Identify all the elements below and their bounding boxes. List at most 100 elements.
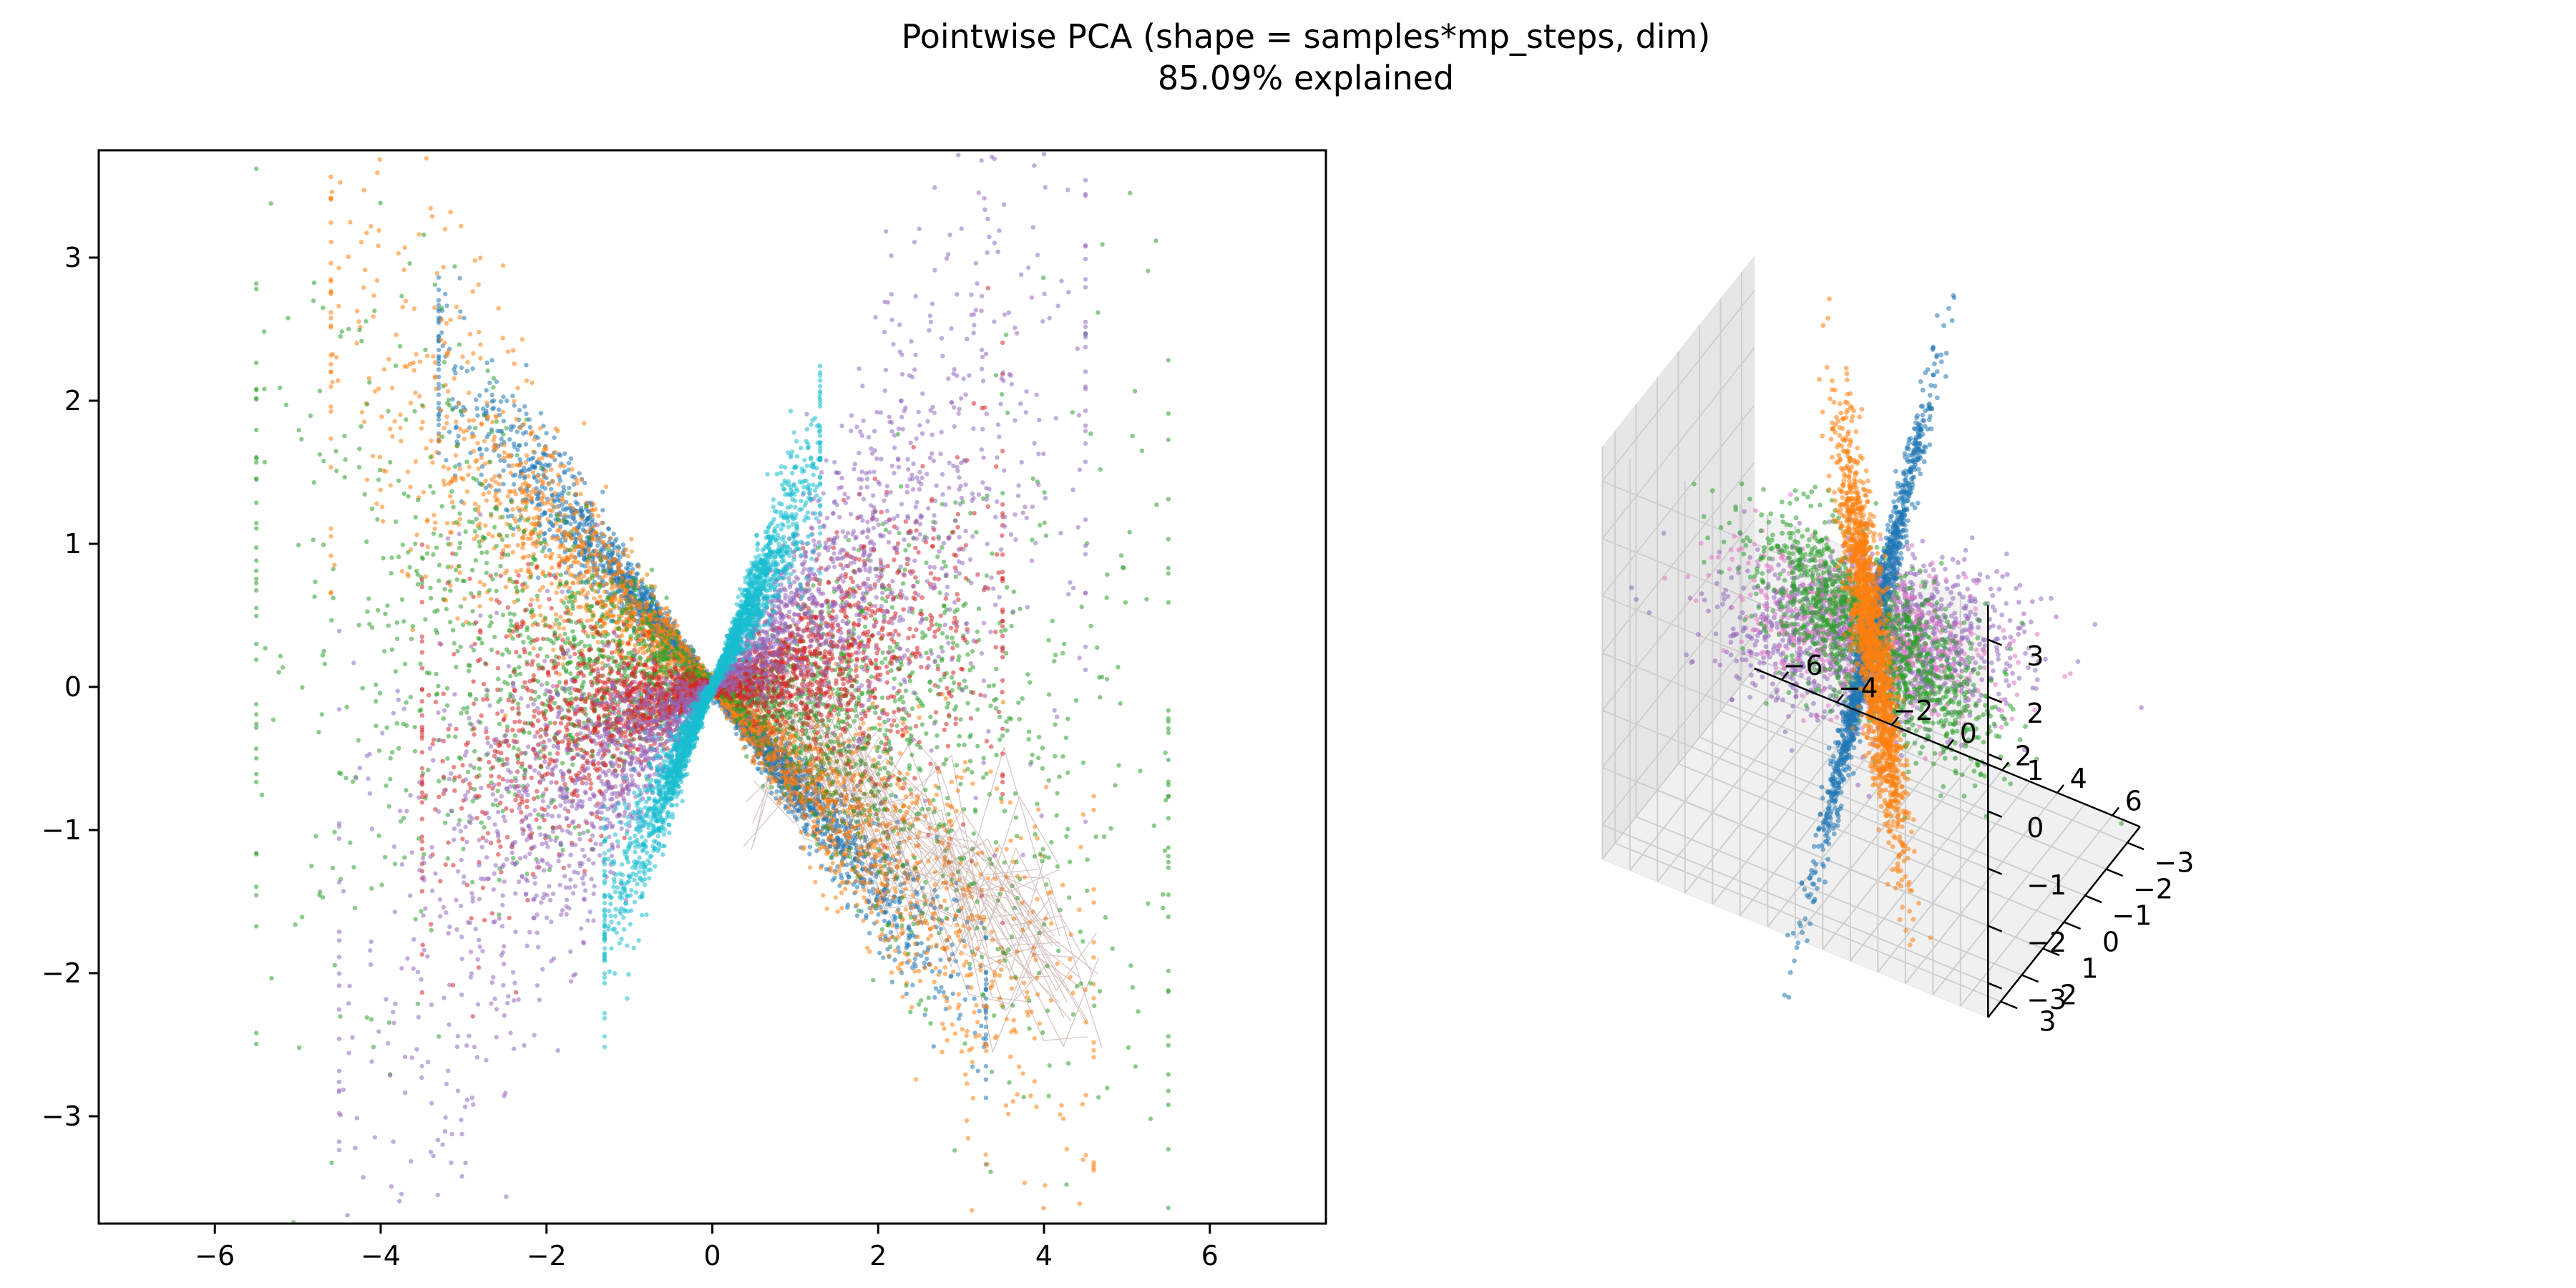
point	[489, 597, 494, 602]
point	[1025, 990, 1030, 995]
point	[1022, 980, 1027, 986]
point	[933, 965, 938, 971]
point	[543, 554, 548, 559]
point	[857, 845, 862, 851]
point	[881, 955, 886, 960]
point	[445, 389, 451, 394]
point	[537, 604, 542, 610]
point	[535, 514, 540, 519]
point	[558, 615, 563, 620]
point	[524, 378, 530, 383]
point	[628, 570, 633, 576]
point	[567, 572, 573, 577]
point	[464, 369, 470, 374]
point	[380, 519, 386, 524]
point	[912, 956, 918, 962]
point	[931, 1044, 937, 1049]
point	[587, 565, 592, 570]
point	[514, 569, 519, 574]
point	[581, 522, 586, 527]
point	[458, 309, 463, 314]
figure-title: Pointwise PCA (shape = samples*mp_steps,…	[0, 16, 2576, 99]
point	[983, 1064, 989, 1069]
point	[983, 1015, 989, 1020]
point	[436, 347, 441, 353]
point	[562, 512, 567, 518]
point	[462, 501, 467, 506]
point	[549, 467, 554, 472]
point	[567, 485, 572, 491]
point	[922, 960, 927, 965]
point	[994, 786, 1000, 791]
point	[380, 504, 385, 509]
point	[491, 438, 496, 443]
point	[1078, 844, 1083, 849]
point	[425, 353, 430, 358]
point	[474, 406, 479, 411]
point	[948, 974, 954, 979]
point	[470, 366, 475, 371]
point	[425, 517, 430, 522]
point	[956, 992, 961, 997]
point	[436, 275, 441, 280]
point	[457, 467, 462, 472]
point	[444, 303, 449, 308]
point	[983, 1152, 988, 1157]
point	[417, 394, 422, 399]
point	[833, 870, 838, 876]
point	[402, 245, 407, 250]
point	[609, 575, 614, 580]
point	[465, 359, 470, 365]
point	[431, 512, 436, 518]
point	[835, 909, 840, 914]
point	[500, 336, 505, 341]
point	[543, 462, 548, 467]
point	[336, 378, 341, 383]
point	[585, 590, 590, 595]
point	[579, 551, 584, 557]
point	[364, 477, 370, 482]
point	[361, 187, 366, 192]
point	[565, 506, 570, 511]
point	[334, 355, 339, 360]
point	[459, 223, 464, 229]
point	[619, 633, 625, 638]
point	[444, 351, 450, 356]
point	[833, 895, 839, 900]
point	[1060, 882, 1065, 888]
point	[595, 543, 600, 548]
point	[444, 421, 449, 426]
point	[436, 392, 441, 397]
point	[977, 1008, 982, 1014]
point	[392, 419, 397, 424]
point	[653, 618, 658, 623]
point	[576, 605, 581, 610]
point	[867, 931, 872, 936]
point	[374, 501, 379, 506]
point	[537, 507, 542, 512]
point	[511, 441, 517, 447]
point	[523, 460, 529, 465]
point	[493, 479, 498, 484]
point	[556, 482, 561, 487]
point	[419, 426, 424, 431]
point	[696, 656, 701, 661]
point	[655, 602, 661, 607]
point	[399, 439, 404, 444]
point	[375, 170, 380, 175]
point	[348, 220, 353, 225]
point	[490, 534, 495, 539]
point	[486, 531, 492, 537]
point	[431, 353, 436, 359]
point	[861, 918, 866, 923]
point	[592, 596, 597, 601]
point	[557, 625, 562, 630]
point	[497, 453, 502, 458]
point	[429, 214, 435, 219]
point	[433, 520, 438, 525]
point	[524, 411, 529, 416]
point	[502, 442, 507, 448]
point	[328, 197, 333, 202]
point	[1080, 812, 1085, 817]
